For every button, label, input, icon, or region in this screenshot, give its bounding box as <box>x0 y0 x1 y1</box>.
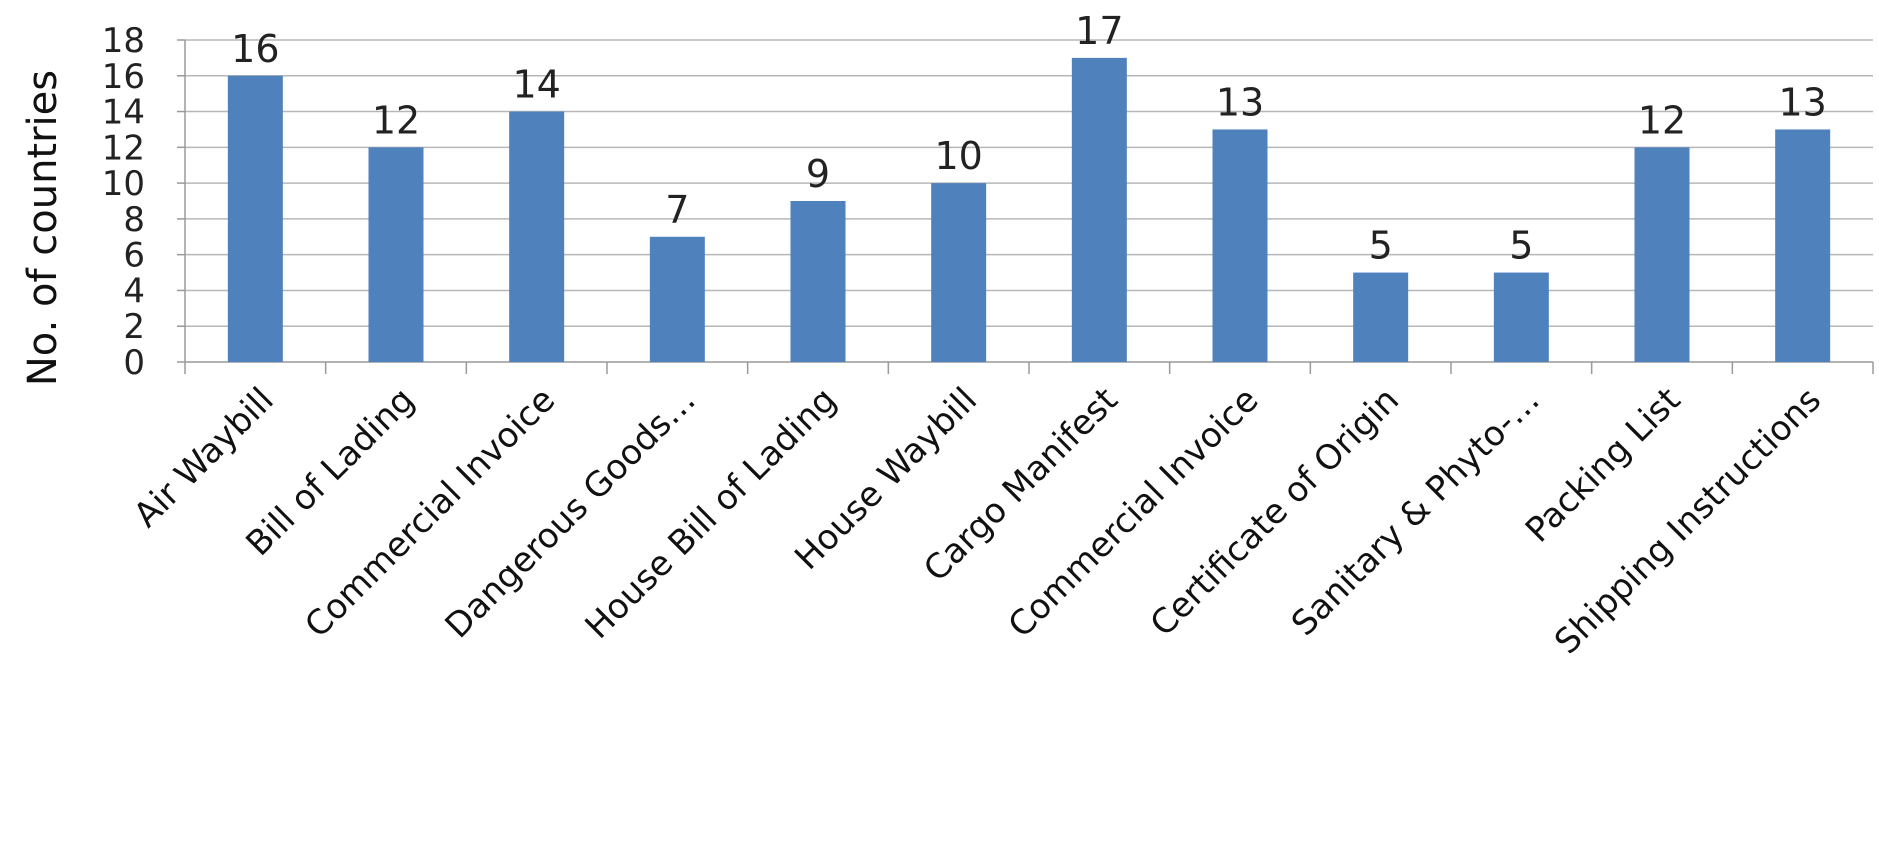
bars <box>227 57 1831 363</box>
data-label: 5 <box>1509 224 1533 268</box>
data-label: 13 <box>1216 80 1264 124</box>
bar <box>1634 147 1690 362</box>
bar <box>1212 129 1268 362</box>
bar <box>790 201 846 362</box>
data-label: 12 <box>1638 98 1686 142</box>
y-tick-label: 6 <box>123 236 145 276</box>
data-label: 7 <box>665 188 689 232</box>
data-label: 12 <box>372 98 420 142</box>
data-labels: 16 12 14 7 9 10 17 13 5 5 12 13 <box>231 9 1827 268</box>
bar <box>1493 272 1549 362</box>
data-label: 10 <box>934 134 982 178</box>
y-tick-label: 2 <box>123 307 145 347</box>
x-tick-label: Air Waybill <box>126 380 281 535</box>
y-tick-label: 4 <box>123 271 145 311</box>
x-tick-label: Shipping Instructions <box>1547 380 1829 662</box>
data-label: 14 <box>512 63 560 107</box>
bar <box>1775 129 1831 362</box>
y-axis-title: No. of countries <box>20 70 66 386</box>
y-tick-label: 8 <box>123 200 145 240</box>
data-label: 17 <box>1075 9 1123 53</box>
bar <box>1353 272 1409 362</box>
bar <box>368 147 424 362</box>
y-tick-label: 14 <box>102 93 145 133</box>
data-label: 13 <box>1778 80 1826 124</box>
bar <box>227 75 283 363</box>
bar <box>1071 57 1127 363</box>
x-tick-label: House Bill of Lading <box>578 380 845 647</box>
y-tick-label: 16 <box>102 57 145 97</box>
y-tick-label: 0 <box>123 343 145 383</box>
data-label: 16 <box>231 27 279 71</box>
bar <box>509 111 565 362</box>
data-label: 9 <box>806 152 830 196</box>
axes <box>177 39 1874 374</box>
bar <box>649 236 705 362</box>
y-tick-label: 18 <box>102 21 145 61</box>
y-tick-label: 12 <box>102 128 145 168</box>
x-tick-label: Certificate of Origin <box>1143 380 1407 644</box>
bar <box>931 183 987 362</box>
y-tick-label: 10 <box>102 164 145 204</box>
data-label: 5 <box>1369 224 1393 268</box>
x-tick-label: Commercial Invoice <box>1001 380 1267 646</box>
x-tick-label: Sanitary & Phyto-… <box>1284 380 1548 644</box>
x-tick-label: Commercial Invoice <box>297 380 563 646</box>
gridlines <box>185 39 1873 327</box>
x-tick-label: Dangerous Goods… <box>438 380 704 646</box>
